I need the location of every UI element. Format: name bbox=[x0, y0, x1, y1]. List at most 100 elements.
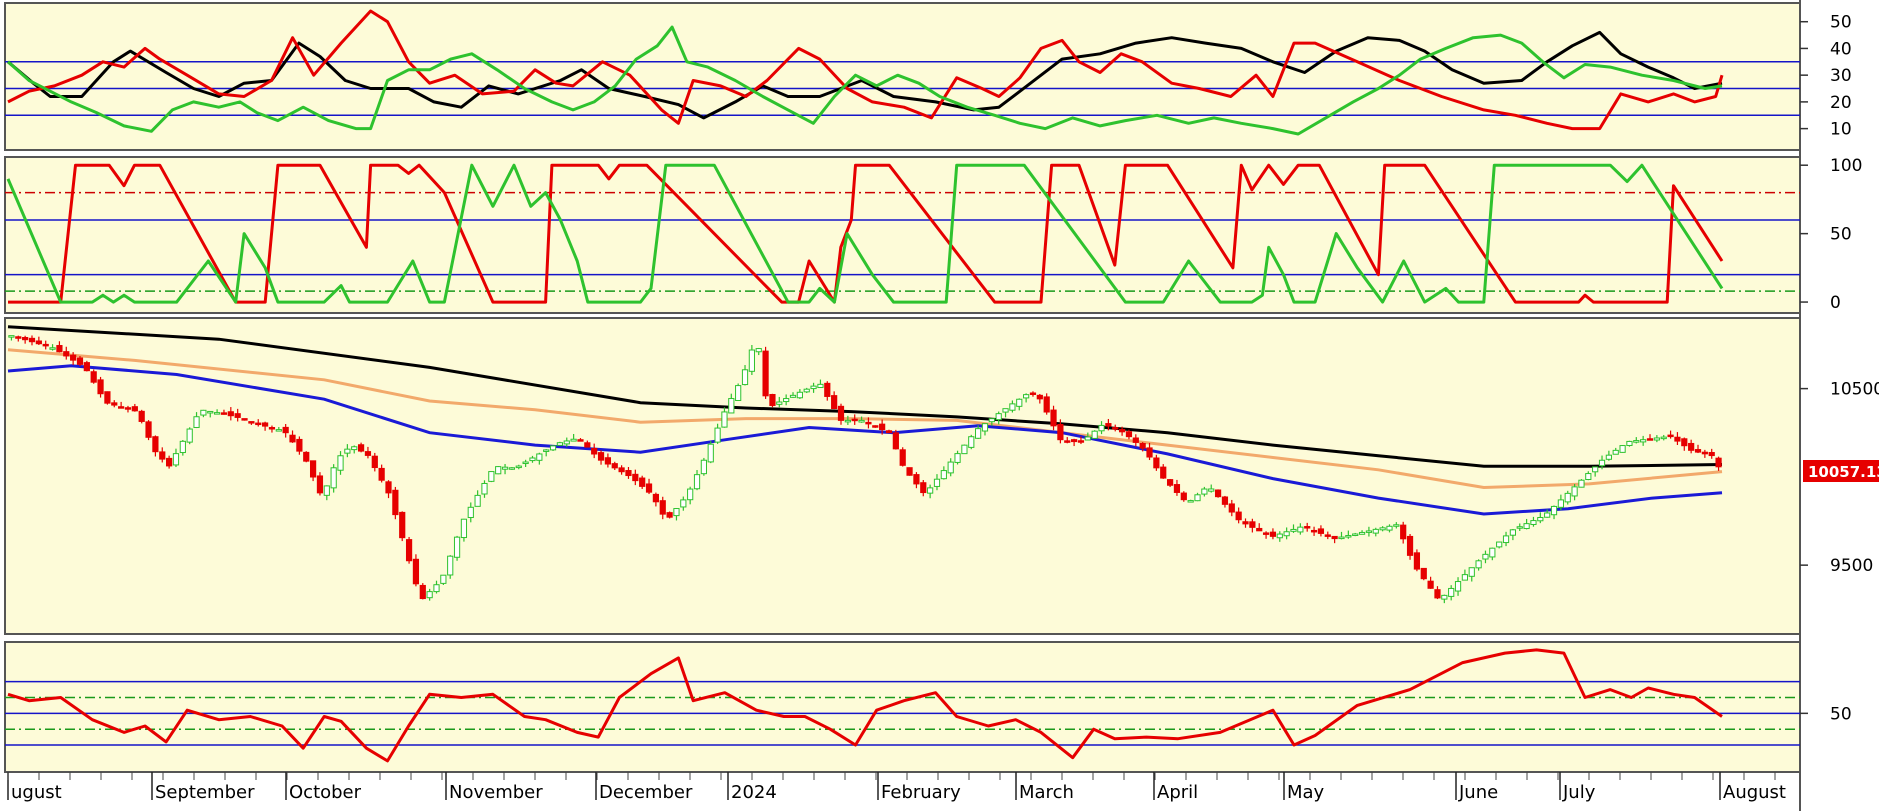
candle-body bbox=[680, 499, 687, 508]
candle-body bbox=[1208, 488, 1215, 492]
candle-body bbox=[488, 471, 495, 482]
candle-body bbox=[1681, 438, 1688, 447]
candle-body bbox=[166, 457, 173, 467]
reference-lines bbox=[5, 61, 1800, 746]
candle-body bbox=[138, 410, 145, 422]
candle-body bbox=[879, 423, 886, 431]
candle-body bbox=[207, 410, 214, 414]
candle-body bbox=[296, 438, 303, 452]
price-panel bbox=[4, 317, 1801, 635]
candle-body bbox=[1482, 553, 1489, 560]
candle-body bbox=[892, 432, 899, 450]
candle-body bbox=[1125, 431, 1133, 438]
candle-body bbox=[467, 506, 474, 519]
candle-body bbox=[837, 405, 845, 421]
candle-body bbox=[1029, 392, 1037, 395]
candle-body bbox=[76, 357, 84, 365]
candle-body bbox=[227, 411, 234, 417]
candle-body bbox=[1112, 427, 1119, 430]
candle-body bbox=[1057, 423, 1064, 441]
candle-body bbox=[8, 335, 15, 338]
candle-body bbox=[447, 555, 454, 576]
candle-body bbox=[1304, 526, 1311, 529]
candle-body bbox=[1290, 528, 1297, 532]
candle-body bbox=[1468, 567, 1475, 577]
candle-body bbox=[604, 457, 612, 465]
y-tick-label-stochastic: 0 bbox=[1830, 293, 1841, 313]
candle-body bbox=[1338, 536, 1345, 540]
candle-body bbox=[789, 394, 797, 398]
candle-body bbox=[851, 418, 858, 422]
candle-body bbox=[1496, 541, 1503, 548]
candle-body bbox=[913, 474, 920, 485]
candle-body bbox=[1091, 430, 1098, 439]
candle-body bbox=[1283, 531, 1290, 537]
candle-body bbox=[42, 343, 49, 347]
candle-body bbox=[1530, 520, 1537, 525]
candle-body bbox=[241, 418, 248, 421]
candle-body bbox=[597, 452, 605, 461]
candle-body bbox=[214, 412, 221, 415]
candle-body bbox=[220, 412, 228, 415]
candle-body bbox=[1194, 494, 1201, 502]
candle-body bbox=[1434, 589, 1441, 599]
candle-body bbox=[1441, 594, 1448, 600]
candle-body bbox=[1050, 409, 1057, 427]
series-red-adx bbox=[7, 9, 1724, 131]
candle-body bbox=[159, 451, 166, 460]
candle-body bbox=[1708, 452, 1715, 457]
candle-body bbox=[193, 416, 200, 428]
candle-body bbox=[1324, 534, 1331, 537]
candle-body bbox=[1427, 580, 1434, 589]
candle-body bbox=[124, 407, 132, 410]
candle-body bbox=[344, 448, 351, 454]
candle-body bbox=[1105, 423, 1112, 427]
y-tick-label-price: 9500 bbox=[1830, 556, 1873, 576]
candle-body bbox=[351, 446, 358, 451]
candle-body bbox=[56, 345, 63, 353]
candle-body bbox=[865, 421, 872, 425]
candle-body bbox=[783, 398, 790, 403]
candle-body bbox=[618, 467, 625, 473]
candle-body bbox=[796, 391, 803, 399]
month-label: 2024 bbox=[731, 782, 777, 803]
candle-body bbox=[611, 463, 618, 469]
candle-body bbox=[49, 347, 56, 350]
candle-body bbox=[1598, 459, 1606, 467]
candle-body bbox=[419, 584, 426, 600]
candle-body bbox=[549, 445, 557, 451]
candle-body bbox=[1619, 445, 1626, 453]
candle-body bbox=[111, 402, 118, 406]
month-label: September bbox=[155, 782, 255, 803]
candle-body bbox=[961, 444, 968, 455]
candle-body bbox=[309, 460, 317, 478]
candle-body bbox=[1166, 479, 1174, 486]
candle-body bbox=[330, 467, 337, 489]
candle-body bbox=[1153, 457, 1160, 469]
candle-body bbox=[947, 461, 954, 474]
candle-body bbox=[282, 426, 289, 434]
candle-body bbox=[1502, 535, 1510, 544]
candle-body bbox=[899, 449, 906, 466]
month-label: March bbox=[1019, 782, 1074, 803]
candle-body bbox=[1660, 436, 1667, 440]
candle-body bbox=[1242, 521, 1249, 525]
candle-body bbox=[769, 393, 776, 406]
candle-body bbox=[1235, 511, 1242, 521]
candle-body bbox=[1550, 505, 1558, 516]
candle-body bbox=[1461, 574, 1469, 581]
candle-body bbox=[872, 425, 879, 428]
candle-body bbox=[995, 413, 1002, 421]
candle-body bbox=[1406, 535, 1414, 556]
series-black-adx bbox=[7, 30, 1723, 120]
candle-body bbox=[1269, 531, 1277, 537]
moving-average-black bbox=[7, 325, 1723, 468]
candle-body bbox=[248, 421, 255, 424]
month-label: May bbox=[1287, 782, 1325, 803]
candle-body bbox=[385, 481, 392, 494]
candle-body bbox=[1646, 438, 1654, 441]
candle-body bbox=[405, 539, 413, 562]
rsi-panel bbox=[4, 641, 1801, 773]
candle-body bbox=[200, 409, 207, 416]
